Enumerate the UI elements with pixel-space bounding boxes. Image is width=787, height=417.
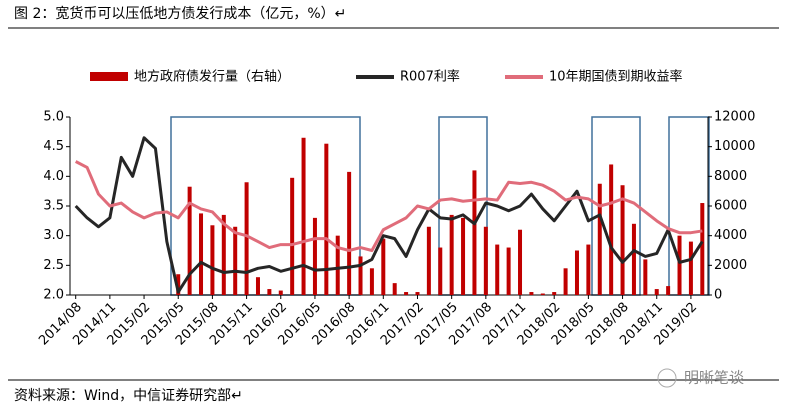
bar xyxy=(563,268,568,295)
bar xyxy=(631,223,636,295)
bar xyxy=(666,286,671,295)
bar xyxy=(358,256,363,295)
bar xyxy=(267,289,272,295)
y2-tick-label: 4000 xyxy=(714,228,747,243)
bar xyxy=(449,214,454,295)
legend-label: 10年期国债到期收益率 xyxy=(549,69,683,85)
bar xyxy=(415,292,420,295)
bar xyxy=(392,283,397,295)
y-tick-label: 4.5 xyxy=(43,139,64,154)
bar xyxy=(529,292,534,295)
bar xyxy=(620,185,625,295)
bar xyxy=(301,137,306,295)
bar xyxy=(586,244,591,295)
line xyxy=(75,160,703,252)
chart-title: 图 2：宽货币可以压低地方债发行成本（亿元，%）↵ xyxy=(14,5,346,22)
bar xyxy=(199,213,204,295)
y-tick-label: 4.0 xyxy=(43,169,64,184)
bar xyxy=(221,214,226,295)
bar xyxy=(187,186,192,295)
y-tick-label: 5.0 xyxy=(43,110,64,125)
bar xyxy=(483,226,488,295)
bar xyxy=(404,292,409,295)
bar xyxy=(518,229,523,295)
bar xyxy=(381,238,386,295)
bar xyxy=(643,259,648,295)
bar xyxy=(574,250,579,295)
bar xyxy=(426,226,431,295)
bar xyxy=(438,247,443,295)
y2-tick-label: 8000 xyxy=(714,169,747,184)
bar xyxy=(335,235,340,295)
bar xyxy=(677,235,682,295)
bar xyxy=(290,177,295,295)
bar xyxy=(244,182,249,295)
bar xyxy=(255,277,260,295)
y2-tick-label: 2000 xyxy=(714,258,747,273)
bar xyxy=(552,292,557,295)
bar xyxy=(472,170,477,295)
y2-tick-label: 10000 xyxy=(714,139,755,154)
source: 资料来源：Wind，中信证券研究部↵ xyxy=(14,388,243,404)
y2-tick-label: 0 xyxy=(714,288,722,303)
bar xyxy=(210,225,215,295)
bar xyxy=(369,268,374,295)
bar xyxy=(597,183,602,295)
legend-swatch xyxy=(90,72,128,81)
y-tick-label: 2.0 xyxy=(43,288,64,303)
y-tick-label: 3.0 xyxy=(43,228,64,243)
bar xyxy=(347,171,352,295)
y-tick-label: 2.5 xyxy=(43,258,64,273)
bar xyxy=(324,143,329,295)
bar xyxy=(540,293,545,295)
y2-tick-label: 12000 xyxy=(714,110,755,125)
watermark: 明晰笔谈 xyxy=(684,369,744,387)
bar xyxy=(278,290,283,295)
bar xyxy=(176,274,181,295)
bar xyxy=(654,289,659,295)
bar xyxy=(233,226,238,295)
bar xyxy=(609,164,614,295)
bar xyxy=(700,203,705,295)
y2-tick-label: 6000 xyxy=(714,199,747,214)
bar xyxy=(312,217,317,295)
bar xyxy=(495,244,500,295)
y-tick-label: 3.5 xyxy=(43,199,64,214)
bar xyxy=(461,217,466,295)
legend-label: R007利率 xyxy=(400,69,460,85)
bar xyxy=(688,241,693,295)
watermark-icon xyxy=(657,368,677,388)
legend-label: 地方政府债发行量（右轴） xyxy=(134,69,290,85)
bar xyxy=(506,247,511,295)
line xyxy=(74,136,704,294)
